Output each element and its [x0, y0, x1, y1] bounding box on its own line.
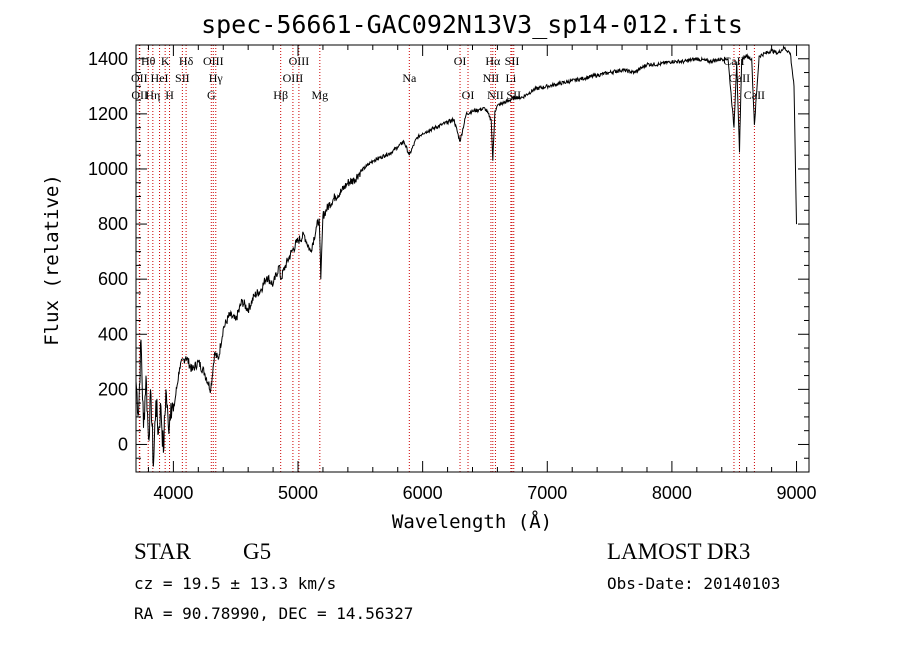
x-tick-label: 5000 — [278, 483, 318, 503]
x-tick-label: 9000 — [777, 483, 817, 503]
line-marker-label: NII — [487, 88, 504, 102]
y-tick-label: 1200 — [88, 104, 128, 124]
line-marker-label: SII — [175, 71, 190, 85]
line-marker-label: G — [207, 88, 216, 102]
x-axis-label: Wavelength (Å) — [392, 510, 552, 533]
line-marker-label: OIII — [203, 54, 224, 68]
line-marker-label: Hγ — [209, 71, 224, 85]
line-marker-label: Hη — [145, 88, 160, 102]
line-marker-label: NII — [483, 71, 500, 85]
line-marker-label: OIII — [289, 54, 310, 68]
y-tick-label: 0 — [118, 434, 128, 454]
line-marker-label: Na — [402, 71, 417, 85]
flux-series-line — [135, 44, 797, 467]
y-tick-label: 1000 — [88, 159, 128, 179]
chart-title: spec-56661-GAC092N13V3_sp14-012.fits — [201, 10, 743, 39]
line-marker-label: CaII — [729, 71, 750, 85]
x-tick-label: 7000 — [527, 483, 567, 503]
y-tick-label: 1400 — [88, 49, 128, 69]
object-class: STAR — [134, 539, 191, 564]
line-marker-label: HeI — [151, 71, 169, 85]
line-marker-label: OI — [462, 88, 475, 102]
x-axis-ticks: 4000 5000 6000 7000 8000 9000 — [147, 45, 817, 503]
y-axis-ticks: 0 200 400 600 800 1000 1200 1400 — [88, 44, 809, 473]
x-tick-label: 8000 — [652, 483, 692, 503]
observation-date: Obs-Date: 20140103 — [607, 574, 781, 593]
line-marker-label: Li — [506, 71, 517, 85]
y-tick-label: 400 — [98, 324, 128, 344]
object-subclass: G5 — [243, 539, 272, 564]
survey-name: LAMOST DR3 — [607, 539, 751, 564]
line-marker-label: OI — [454, 54, 467, 68]
emission-line-markers — [138, 45, 755, 472]
x-tick-label: 4000 — [153, 483, 193, 503]
y-tick-label: 800 — [98, 214, 128, 234]
line-marker-label: OII — [131, 71, 148, 85]
coordinates-ra-dec: RA = 90.78990, DEC = 14.56327 — [134, 604, 414, 623]
line-marker-label: SII — [505, 54, 520, 68]
line-marker-label: H — [165, 88, 174, 102]
plot-frame — [135, 44, 810, 473]
x-tick-label: 6000 — [403, 483, 443, 503]
line-marker-label: OIII — [283, 71, 304, 85]
y-tick-label: 200 — [98, 379, 128, 399]
line-marker-label: Hδ — [179, 54, 194, 68]
line-marker-label: Mg — [311, 88, 328, 102]
line-marker-label: Hβ — [273, 88, 288, 102]
line-marker-label: K — [161, 54, 170, 68]
redshift-cz: cz = 19.5 ± 13.3 km/s — [134, 574, 337, 593]
line-marker-label: CaII — [744, 88, 765, 102]
line-marker-label: Hθ — [141, 54, 156, 68]
y-tick-label: 600 — [98, 269, 128, 289]
line-marker-label: Hα — [485, 54, 501, 68]
y-axis-label: Flux (relative) — [41, 174, 63, 346]
